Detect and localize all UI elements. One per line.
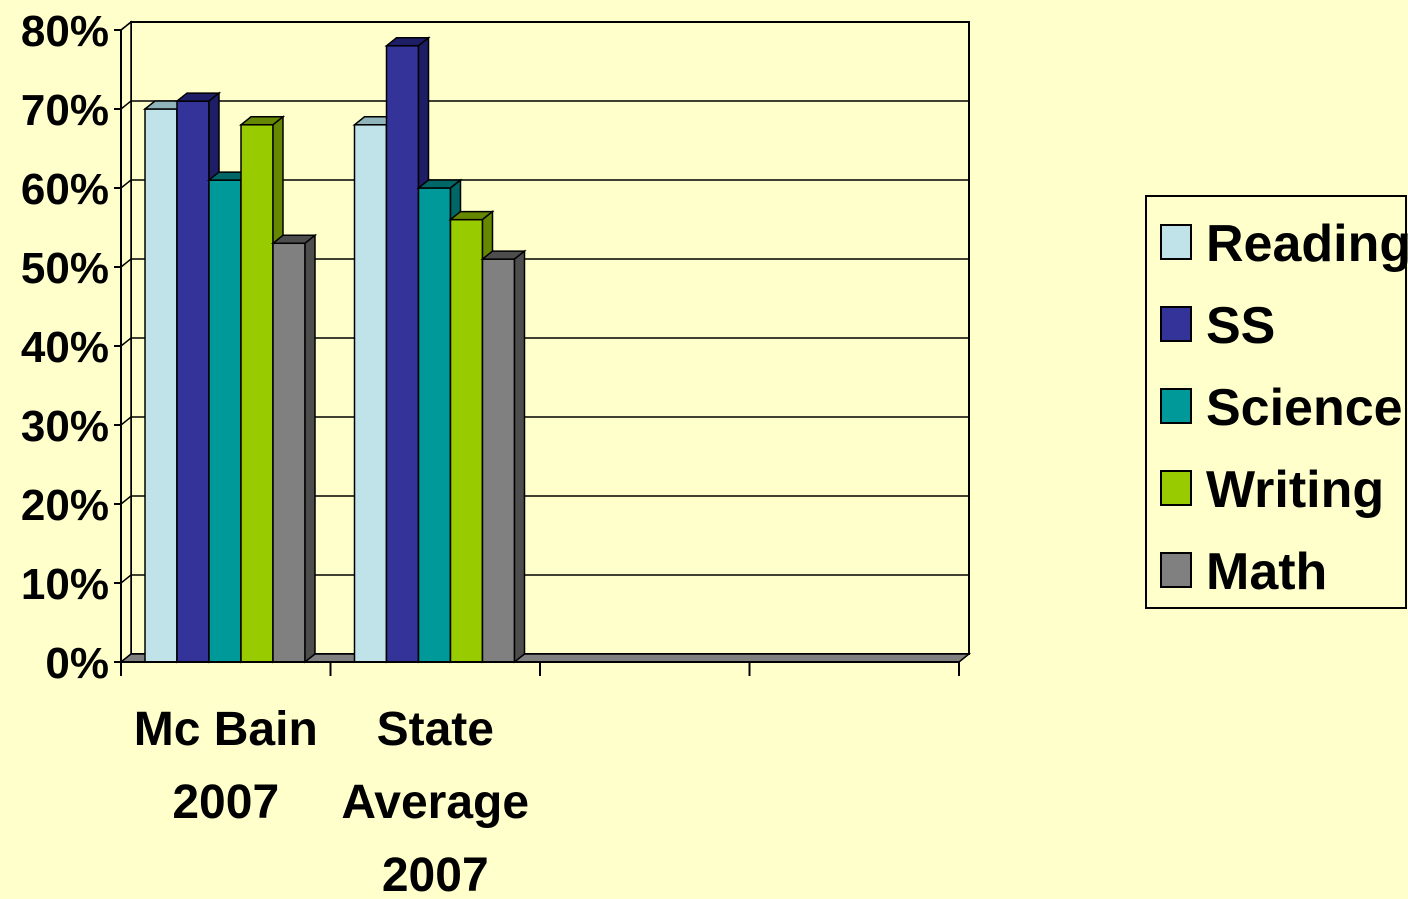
x-tick-label: State [377, 703, 494, 756]
bar [480, 249, 527, 664]
gridline [120, 258, 969, 268]
legend-label: Science [1206, 379, 1403, 437]
legend-swatch [1160, 470, 1192, 506]
legend-label: Writing [1206, 461, 1384, 519]
gridline [120, 21, 969, 31]
bar-front [353, 124, 388, 663]
bar-front [417, 187, 452, 663]
bar-front [176, 100, 210, 663]
bar-side [304, 233, 316, 664]
bar-front [481, 258, 516, 663]
bar-front [144, 108, 178, 663]
gridline [120, 179, 969, 189]
legend-label: Reading [1206, 215, 1408, 273]
bar-front [385, 45, 420, 663]
y-tick-label: 0% [45, 639, 109, 688]
y-tick-label: 40% [21, 323, 109, 372]
bar [270, 233, 318, 664]
legend-swatch [1160, 552, 1192, 588]
gridline [120, 337, 969, 347]
legend-label: SS [1206, 297, 1275, 355]
y-tick-label: 10% [21, 560, 109, 609]
axes: 0% 10% 20% 30% 40% 50% 60% 70% 80% Mc Bain 2007 Sta… [21, 7, 960, 899]
gridlines [120, 21, 969, 584]
y-tick-label: 50% [21, 244, 109, 293]
bars [142, 36, 527, 664]
bar-side [513, 249, 526, 664]
y-tick-label: 30% [21, 402, 109, 451]
x-tick-label: Mc Bain [134, 703, 318, 756]
x-tick-label: Average [341, 776, 529, 829]
x-tick-label: 2007 [382, 849, 489, 894]
y-tick-label: 60% [21, 165, 109, 214]
legend: Reading SS Science Writing Math [1145, 195, 1408, 609]
y-tick-label: 20% [21, 481, 109, 530]
legend-swatch [1160, 306, 1192, 342]
gridline [120, 495, 969, 505]
gridline [120, 416, 969, 426]
legend-swatch [1160, 388, 1192, 424]
x-tick-label: 2007 [172, 776, 279, 829]
legend-swatch [1160, 224, 1192, 260]
bar-front [240, 124, 274, 663]
gridline [120, 100, 969, 110]
legend-label: Math [1206, 543, 1327, 601]
y-tick-label: 70% [21, 86, 109, 135]
y-tick-label: 80% [21, 7, 109, 56]
bar-front [449, 218, 484, 663]
gridline [120, 574, 969, 584]
bar-front [272, 242, 306, 663]
bar-front [208, 179, 242, 663]
